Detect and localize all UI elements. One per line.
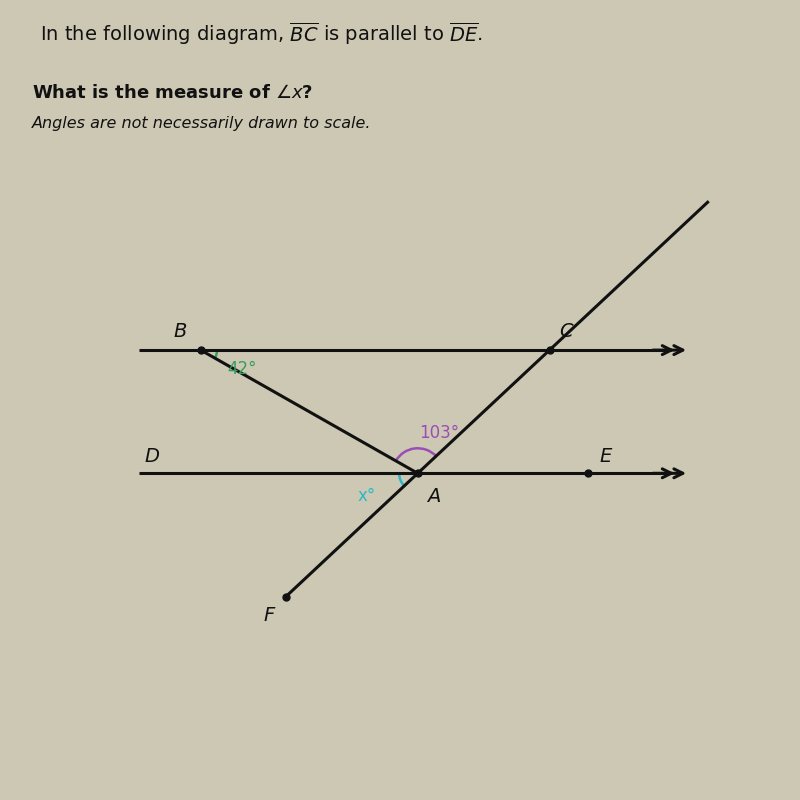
Text: In the following diagram, $\overline{BC}$ is parallel to $\overline{DE}$.: In the following diagram, $\overline{BC}… [40, 20, 482, 47]
Text: E: E [600, 446, 612, 466]
Text: A: A [427, 487, 441, 506]
Text: 103°: 103° [419, 425, 459, 442]
Text: x°: x° [357, 487, 375, 505]
Text: C: C [558, 322, 573, 341]
Text: B: B [174, 322, 187, 341]
Text: D: D [145, 446, 160, 466]
Text: What is the measure of $\angle x$?: What is the measure of $\angle x$? [32, 84, 314, 102]
Text: F: F [263, 606, 274, 625]
Text: Angles are not necessarily drawn to scale.: Angles are not necessarily drawn to scal… [32, 116, 371, 131]
Text: 42°: 42° [228, 360, 258, 378]
